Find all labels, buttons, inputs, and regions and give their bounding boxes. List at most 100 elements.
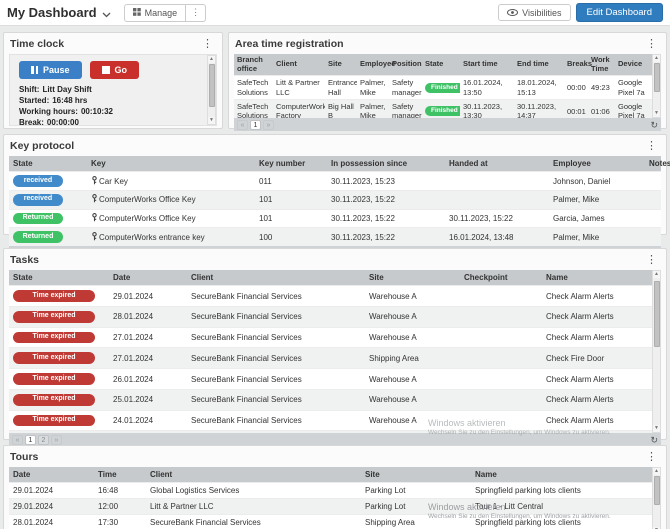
table-row[interactable]: SafeTech Solutions ComputerWorks Factory B…: [234, 98, 661, 118]
key-protocol-table: State Key Key number In possession since Han…: [9, 156, 670, 247]
table-row[interactable]: Time expired 28.01.2024 SecureBank Financi…: [9, 305, 661, 328]
key-icon: [91, 213, 98, 224]
status-badge: Time expired: [13, 414, 95, 427]
table-row[interactable]: Time expired 27.01.2024 SecureBank Financi…: [9, 347, 661, 369]
kebab-menu-icon[interactable]: ⋮: [646, 140, 657, 152]
table-cell: [445, 189, 549, 210]
table-cell: [460, 305, 542, 328]
table-cell: Big Hall B: [325, 98, 357, 118]
time-clock-panel: Time clock ⋮ Pause Go Shift: Litt Day Shi…: [3, 32, 223, 129]
stop-icon: [101, 66, 110, 74]
table-cell: Time expired: [9, 326, 109, 348]
table-row[interactable]: 28.01.2024 17:30 SecureBank Financial Serv…: [9, 514, 661, 529]
status-badge: Returned: [13, 231, 63, 244]
table-row[interactable]: 29.01.2024 12:00 Litt & Partner LLC Parking…: [9, 498, 661, 515]
table-cell: Time expired: [9, 368, 109, 390]
table-cell: Time expired: [9, 409, 109, 431]
key-icon: [91, 231, 98, 243]
table-cell: 30.11.2023, 14:37: [514, 98, 564, 118]
table-cell: [460, 409, 542, 431]
vertical-scrollbar[interactable]: ▲ ▼: [652, 54, 661, 118]
refresh-button[interactable]: ↻: [650, 434, 658, 445]
vertical-scrollbar[interactable]: ▲ ▼: [652, 270, 661, 433]
kebab-menu-icon: ⋮: [191, 7, 201, 17]
table-cell: 30.11.2023, 15:23: [327, 171, 445, 191]
table-cell: Check Alarm Alerts: [542, 368, 661, 390]
scroll-down-icon[interactable]: ▼: [654, 110, 659, 116]
table-cell: Shipping Area: [365, 347, 460, 369]
column-header-handed-at: Handed at: [445, 156, 549, 172]
pagination-next-button[interactable]: »: [263, 119, 274, 130]
pagination-next-button[interactable]: »: [51, 434, 62, 445]
visibilities-button[interactable]: Visibilities: [498, 4, 571, 21]
time-clock-field: Working hours: 00:10:32: [19, 107, 113, 116]
table-row[interactable]: Time expired 25.01.2024 SecureBank Financi…: [9, 388, 661, 411]
table-cell: Safety manager: [389, 98, 422, 118]
table-cell: [445, 171, 549, 191]
refresh-button[interactable]: ↻: [650, 119, 658, 130]
table-cell: Palmer, Mike: [549, 189, 645, 210]
table-row[interactable]: Time expired 24.01.2024 SecureBank Financi…: [9, 409, 661, 431]
key-icon: [91, 175, 98, 187]
table-cell: 25.01.2024: [109, 388, 187, 411]
column-header-start-time: Start time: [460, 54, 514, 76]
scroll-down-icon[interactable]: ▼: [654, 425, 659, 431]
scroll-up-icon[interactable]: ▲: [654, 271, 659, 277]
table-cell: 24.01.2024: [109, 409, 187, 431]
area-time-registration-table: Branch office Client Site Employee Position S…: [234, 54, 661, 118]
manage-button[interactable]: Manage: [123, 3, 187, 22]
scroll-up-icon[interactable]: ▲: [654, 55, 659, 61]
kebab-menu-icon[interactable]: ⋮: [646, 451, 657, 463]
time-clock-field: Break: 00:00:00: [19, 118, 79, 126]
pagination-prev-button[interactable]: «: [12, 434, 23, 445]
table-row[interactable]: SafeTech Solutions Litt & Partner LLC Entr…: [234, 75, 661, 100]
column-header-notes: Notes: [645, 156, 670, 172]
kebab-menu-icon[interactable]: ⋮: [202, 38, 213, 50]
vertical-scrollbar[interactable]: ▲ ▼: [207, 55, 216, 125]
table-cell: Warehouse A: [365, 368, 460, 390]
table-cell: Time expired: [9, 388, 109, 411]
pause-button[interactable]: Pause: [19, 61, 82, 79]
go-button[interactable]: Go: [89, 61, 140, 79]
table-row[interactable]: Time expired 29.01.2024 SecureBank Financi…: [9, 285, 661, 307]
pagination-page-button[interactable]: 2: [38, 434, 49, 445]
table-cell: Warehouse A: [365, 388, 460, 411]
kebab-menu-icon[interactable]: ⋮: [646, 254, 657, 266]
column-header-key-number: Key number: [255, 156, 327, 172]
table-row[interactable]: received ComputerWorks Office Key 101 30.11…: [9, 189, 661, 210]
scroll-up-icon[interactable]: ▲: [209, 56, 214, 62]
table-row[interactable]: Returned ComputerWorks Office Key 101 30.11…: [9, 208, 661, 228]
table-cell: [645, 208, 661, 228]
table-row[interactable]: Returned ComputerWorks entrance key 100 30.…: [9, 227, 661, 247]
table-cell: Johnson, Daniel: [549, 171, 645, 191]
vertical-scrollbar[interactable]: ▲ ▼: [652, 467, 661, 529]
pagination-prev-button[interactable]: «: [237, 119, 248, 130]
status-badge: Time expired: [13, 331, 95, 344]
area-time-registration-panel: Area time registration ⋮ Branch office Cl…: [228, 32, 667, 131]
kebab-menu-icon[interactable]: ⋮: [646, 38, 657, 50]
table-row[interactable]: 29.01.2024 16:48 Global Logistics Services…: [9, 482, 661, 499]
time-clock-field: Shift: Litt Day Shift: [19, 85, 92, 94]
pagination-page-button[interactable]: 1: [250, 119, 261, 130]
table-cell: received: [9, 189, 87, 210]
pagination-page-button[interactable]: 1: [25, 434, 36, 445]
go-button-label: Go: [114, 65, 128, 75]
scroll-up-icon[interactable]: ▲: [654, 468, 659, 474]
table-row[interactable]: received Car Key 011 30.11.2023, 15:23 Johns…: [9, 171, 661, 191]
chevron-down-icon[interactable]: [102, 5, 111, 23]
table-cell: Litt & Partner LLC: [146, 498, 361, 515]
scroll-down-icon[interactable]: ▼: [209, 117, 214, 123]
table-row[interactable]: Time expired 27.01.2024 SecureBank Financi…: [9, 326, 661, 348]
area-time-registration-title: Area time registration: [235, 37, 344, 50]
table-row[interactable]: Time expired 26.01.2024 SecureBank Financi…: [9, 368, 661, 390]
time-clock-fields: Shift: Litt Day Shift Started: 16:48 hrs Wor…: [19, 85, 198, 126]
scroll-down-icon[interactable]: ▼: [654, 527, 659, 529]
table-cell: Check Alarm Alerts: [542, 430, 661, 433]
column-header-in-possession-since: In possession since: [327, 156, 445, 172]
edit-dashboard-button[interactable]: Edit Dashboard: [575, 3, 663, 22]
table-cell: Palmer, Mike: [357, 75, 389, 100]
manage-more-button[interactable]: ⋮: [186, 3, 207, 22]
status-badge: received: [13, 175, 63, 187]
table-cell: 30.11.2023, 15:22: [327, 189, 445, 210]
